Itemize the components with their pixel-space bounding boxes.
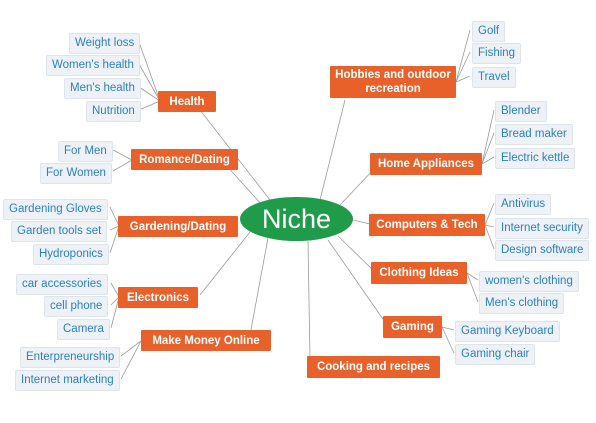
leaf-mens-health: Men's health [64,78,141,99]
category-computers: Computers & Tech [369,214,485,236]
leaf-cell-phone: cell phone [44,296,109,317]
leaf-car-accessories: car accessories [16,274,108,295]
category-romance: Romance/Dating [131,149,238,170]
leaf-antivirus: Antivirus [495,194,552,215]
leaf-fishing: Fishing [472,43,522,64]
category-clothing: Clothing Ideas [371,262,467,284]
category-gaming: Gaming [383,316,442,338]
leaf-internet-security: Internet security [495,218,589,239]
leaf-mens-clothing: Men's clothing [479,293,565,314]
center-node: Niche [240,197,353,241]
category-cooking: Cooking and recipes [307,356,440,378]
category-hobbies: Hobbies and outdoor recreation [330,66,456,98]
leaf-womens-health: Women's health [46,55,140,76]
category-make-money: Make Money Online [141,330,271,351]
leaf-electric-kettle: Electric kettle [495,148,576,169]
leaf-for-women: For Women [40,163,112,184]
leaf-bread-maker: Bread maker [495,124,573,145]
leaf-gardening-gloves: Gardening Gloves [3,199,108,220]
leaf-travel: Travel [472,67,516,88]
leaf-blender: Blender [495,101,547,122]
leaf-camera: Camera [57,319,110,340]
category-gardening: Gardening/Dating [118,216,238,237]
leaf-hydroponics: Hydroponics [33,244,109,265]
leaf-design-software: Design software [495,240,590,261]
leaf-enterpreneurship: Enterpreneurship [20,347,121,368]
category-electronics: Electronics [118,287,198,308]
leaf-garden-tools-set: Garden tools set [11,221,108,242]
leaf-gaming-chair: Gaming chair [455,344,536,365]
leaf-weight-loss: Weight loss [69,33,141,54]
leaf-nutrition: Nutrition [86,101,141,122]
leaf-womens-clothing: women's clothing [479,271,579,292]
category-home-appliances: Home Appliances [370,153,482,175]
leaf-for-men: For Men [58,141,113,162]
leaf-internet-marketing: Internet marketing [15,370,120,391]
category-health: Health [158,91,216,112]
leaf-gaming-keyboard: Gaming Keyboard [455,321,560,342]
leaf-golf: Golf [472,21,506,42]
